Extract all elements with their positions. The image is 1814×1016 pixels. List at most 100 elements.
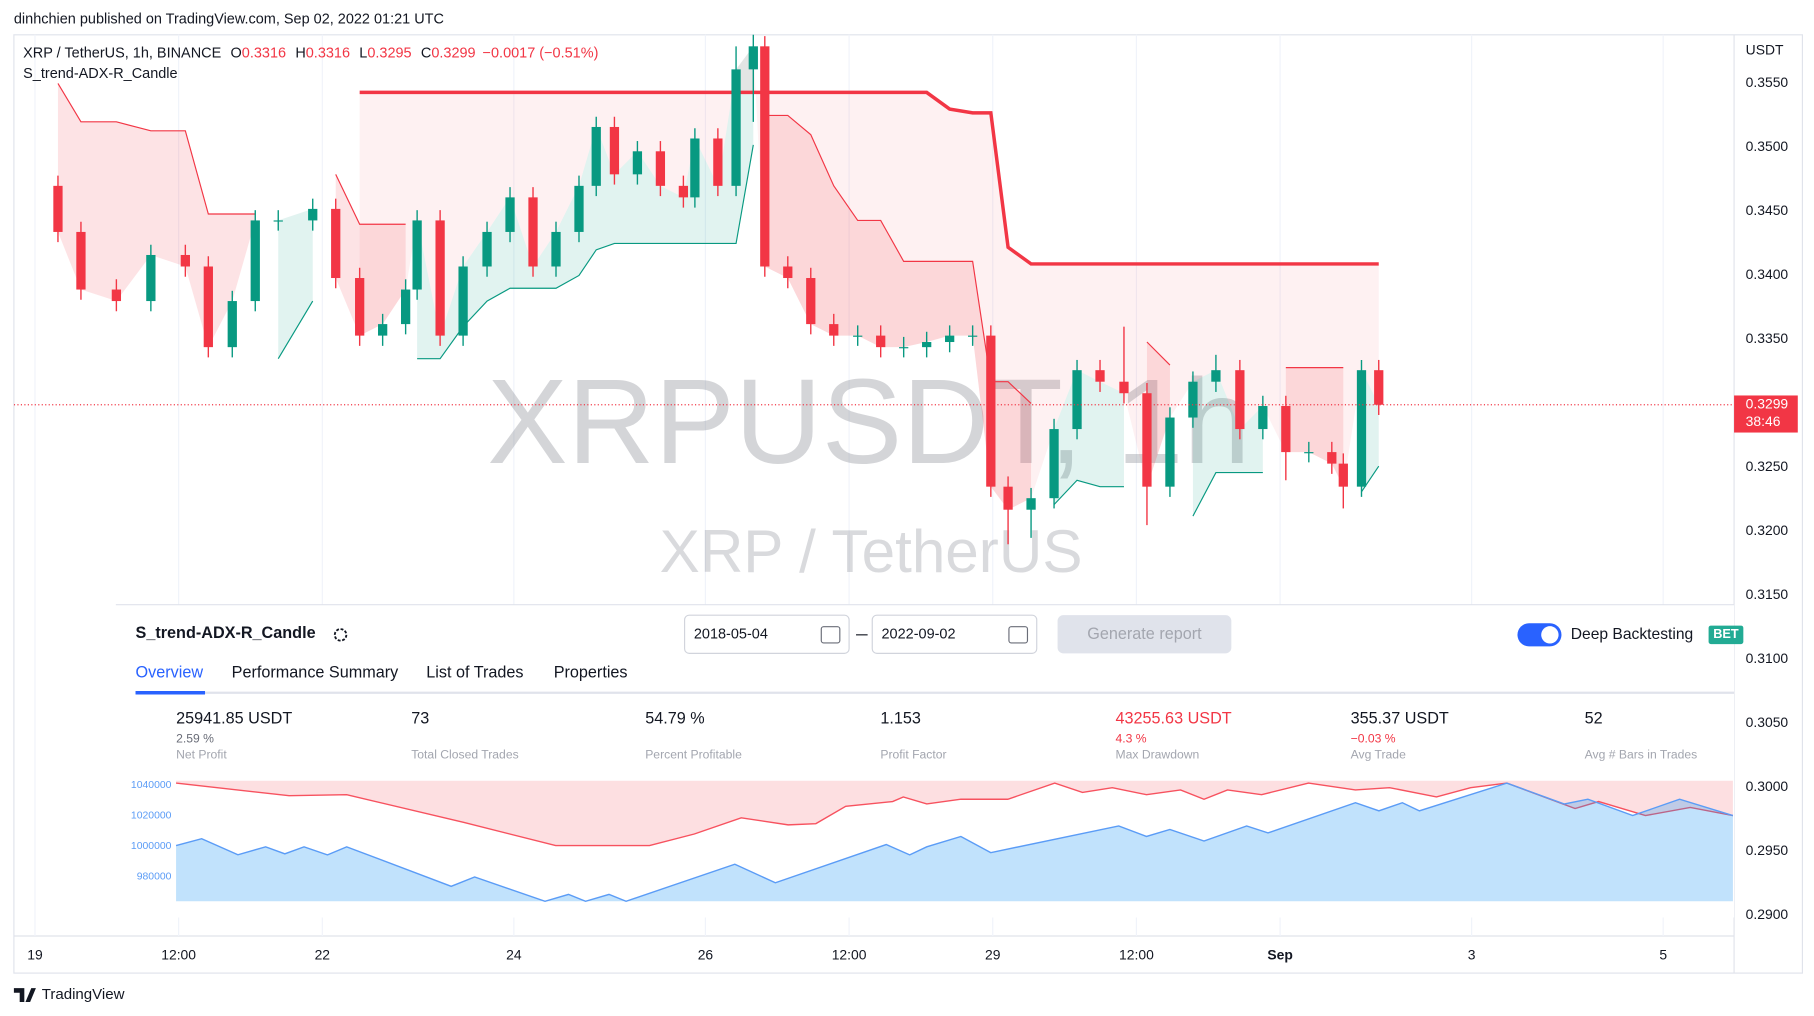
y-tick-label: 0.3400 (1746, 266, 1789, 282)
stat-label: Profit Factor (880, 748, 946, 762)
equity-line (175, 782, 1734, 903)
symbol: XRP / TetherUS, 1h, BINANCE (23, 45, 221, 61)
o-key: O (231, 45, 242, 61)
stat-value: 355.37 USDT (1351, 710, 1449, 728)
x-tick-label: 19 (27, 946, 43, 962)
candle-body (713, 138, 723, 186)
price-pane (13, 34, 1735, 545)
watermark: XRPUSDT, 1h XRP / TetherUS (487, 354, 1250, 585)
candle-body (922, 342, 932, 348)
candle-body (760, 46, 770, 267)
stat-label: Net Profit (176, 748, 227, 762)
candle-body (1327, 452, 1337, 464)
c-key: C (421, 45, 431, 61)
footer: TradingView (13, 986, 125, 1003)
equity-tick-label: 1040000 (131, 780, 172, 791)
strategy-report: S_trend-ADX-R_Candle 2018-05-04 2022-09-… (115, 604, 1744, 918)
equity-tick-label: 1000000 (131, 841, 172, 852)
y-tick-label: 0.3000 (1746, 778, 1789, 794)
stop-band (1054, 370, 1124, 505)
candle-body (1119, 381, 1129, 394)
x-tick-label: 12:00 (161, 946, 196, 962)
watermark-symbol: XRPUSDT, 1h (487, 354, 1250, 489)
candle-body (876, 335, 886, 348)
date-to-input[interactable] (871, 614, 1038, 654)
candle-body (1235, 370, 1245, 430)
tabs: Overview Performance Summary List of Trade… (136, 663, 628, 681)
candle-body (273, 220, 283, 222)
l-key: L (359, 45, 367, 61)
generate-button[interactable] (1057, 615, 1232, 654)
candle-body (1258, 406, 1268, 430)
y-tick-label: 0.3450 (1746, 202, 1789, 218)
equity-chart: 980000 1000000 1020000 1040000 (131, 780, 1734, 903)
candle-body (690, 138, 700, 198)
settings-icon[interactable] (333, 628, 348, 642)
tab[interactable]: Properties (554, 663, 628, 681)
candle-body (1211, 370, 1221, 382)
candle-body (829, 324, 839, 336)
candle-body (1049, 429, 1059, 499)
candle-body (632, 151, 643, 175)
stats: 25941.85 USDT 2.59 % Net Profit 73 Total Clo… (176, 710, 1697, 762)
candle-body (528, 197, 538, 267)
tab[interactable]: List of Trades (426, 663, 523, 681)
countdown: 38:46 (1746, 413, 1781, 429)
x-tick-label: Sep (1267, 946, 1292, 962)
tab[interactable]: Overview (136, 663, 204, 681)
calendar-icon[interactable] (820, 626, 841, 644)
candle-body (748, 46, 758, 70)
c-value: 0.3299 (431, 45, 475, 61)
stop-band (417, 46, 754, 359)
stop-band (1146, 342, 1170, 487)
equity-area (176, 783, 1733, 902)
candle-body (435, 220, 445, 336)
candle-body (945, 335, 955, 343)
last-price-tag (1734, 395, 1798, 433)
toggle-label: Deep Backtesting (1571, 626, 1693, 643)
last-price-label: 0.3299 (1746, 395, 1789, 411)
stat-value: 73 (411, 710, 429, 728)
candle-body (968, 335, 978, 337)
x-tick-label: 22 (315, 946, 331, 962)
candle-body (1356, 370, 1367, 487)
h-key: H (295, 45, 305, 61)
report-title[interactable]: S_trend-ADX-R_Candle (136, 624, 316, 642)
beta-badge (1708, 625, 1744, 645)
currency: USDT (1746, 42, 1784, 58)
candle-body (986, 335, 996, 487)
calendar-icon[interactable] (1008, 626, 1029, 644)
x-tick-label: 26 (698, 946, 714, 962)
stop-band (764, 115, 1032, 510)
candle-body (505, 197, 515, 232)
x-tick-label: 29 (985, 946, 1001, 962)
y-tick-label: 0.3500 (1746, 138, 1789, 154)
y-tick-label: 0.3050 (1746, 714, 1789, 730)
toggle-knob (1541, 626, 1559, 644)
y-tick-label: 0.3100 (1746, 650, 1789, 666)
tab[interactable]: Performance Summary (232, 663, 399, 681)
stop-band (1192, 370, 1263, 517)
candle-body (1072, 370, 1082, 430)
candle-body (146, 254, 156, 302)
symbol-legend: XRP / TetherUS, 1h, BINANCE O0.3316 H0.331… (23, 45, 598, 61)
candle-body (678, 185, 689, 198)
logo-icon (13, 988, 36, 1003)
indicator-legend: S_trend-ADX-R_Candle (23, 66, 177, 82)
stat-sub: 4.3 % (1116, 731, 1147, 745)
candle-body (111, 289, 122, 302)
x-tick-label: 5 (1659, 946, 1667, 962)
x-tick-label: 24 (506, 946, 522, 962)
stat-label: Avg # Bars in Trades (1585, 748, 1698, 762)
candle-body (308, 208, 318, 221)
stat-value: 25941.85 USDT (176, 710, 292, 728)
x-tick-label: 12:00 (832, 946, 867, 962)
stat-value: 52 (1585, 710, 1603, 728)
h-value: 0.3316 (306, 45, 350, 61)
date-from-input[interactable] (684, 614, 850, 654)
stat-value: 54.79 % (645, 710, 704, 728)
candle-body (655, 151, 666, 186)
candle-body (1374, 370, 1384, 405)
stop-band (278, 208, 313, 359)
